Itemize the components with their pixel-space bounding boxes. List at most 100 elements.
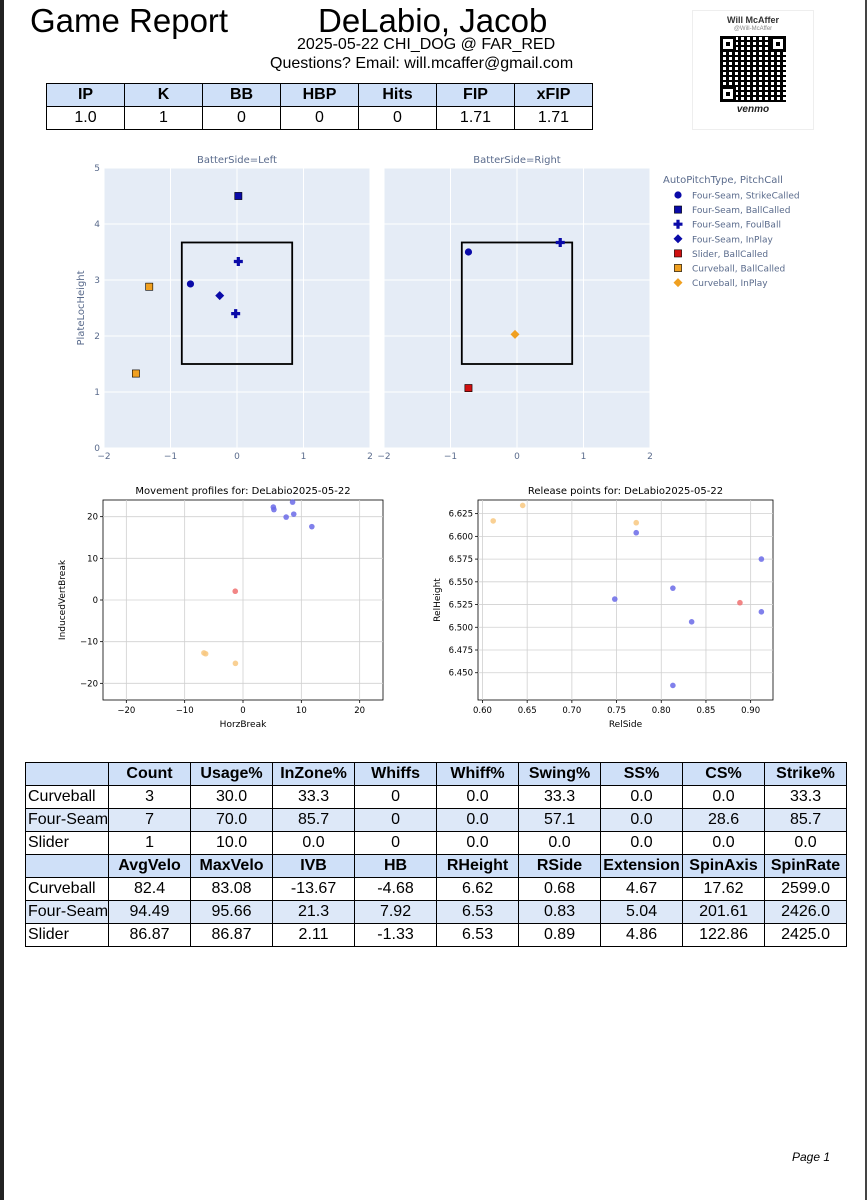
- data-point: [633, 519, 640, 526]
- x-tick-label: −10: [176, 706, 194, 716]
- movement-profile-chart: −20 −10 0 10 20 −20 −10 0 10 20 Movement profiles …: [58, 486, 384, 730]
- usage-header-row: Count Usage% InZone% Whiffs Whiff% Swing% SS% C…: [24, 762, 848, 786]
- y-tick-label: 6.625: [449, 510, 473, 520]
- legend-label: Curveball, BallCalled: [692, 265, 785, 275]
- pitch-marker: [233, 257, 243, 267]
- stat-cell: 201.61: [682, 900, 766, 924]
- summary-value-ip: 1.0: [46, 106, 125, 130]
- stat-cell: 1: [108, 831, 192, 855]
- stat-cell: SS%: [600, 762, 684, 786]
- stat-cell: 0.0: [600, 785, 684, 809]
- summary-value-bb: 0: [202, 106, 281, 130]
- summary-header-xfip: xFIP: [514, 83, 593, 107]
- x-tick-label: 0.75: [607, 706, 626, 716]
- pitch-marker: [145, 282, 154, 291]
- stat-cell: 2426.0: [764, 900, 848, 924]
- legend-label: Four-Seam, BallCalled: [692, 206, 790, 216]
- data-point: [758, 609, 765, 615]
- stat-cell: 33.3: [764, 785, 848, 809]
- stat-cell: MaxVelo: [190, 854, 274, 878]
- pitch-marker: [510, 329, 520, 339]
- stat-cell: 0.89: [518, 923, 602, 947]
- data-point: [758, 556, 765, 562]
- data-point: [519, 502, 526, 509]
- stat-cell: Whiff%: [436, 762, 520, 786]
- stat-cell: 17.62: [682, 877, 766, 901]
- x-tick-label: −20: [117, 706, 135, 716]
- stat-cell: 83.08: [190, 877, 274, 901]
- y-tick-label: 20: [87, 513, 98, 523]
- pitch-marker: [186, 280, 195, 288]
- stat-cell: RHeight: [436, 854, 520, 878]
- y-tick-label: 6.600: [449, 532, 473, 542]
- x-tick-label: 0.70: [562, 706, 581, 716]
- y-axis-label: InducedVertBreak: [58, 559, 68, 640]
- stat-cell: 2425.0: [764, 923, 848, 947]
- data-point: [611, 596, 618, 602]
- pitch-legend: AutoPitchType, PitchCall Four-Seam, Strik…: [663, 175, 800, 289]
- summary-header-hbp: HBP: [280, 83, 359, 107]
- chart-title: Release points for: DeLabio2025-05-22: [528, 486, 723, 497]
- location-chart-right: BatterSide=Right −2 −1 0 1 2: [377, 155, 653, 462]
- stat-cell: 4.67: [600, 877, 684, 901]
- stat-cell: 0.0: [600, 831, 684, 855]
- legend-label: Four-Seam, InPlay: [692, 235, 773, 245]
- usage-data-row: Curveball 3 30.0 33.3 0 0.0 33.3 0.0 0.0 33.3: [24, 785, 848, 809]
- x-tick-label: 0.80: [652, 706, 671, 716]
- legend-label: Slider, BallCalled: [692, 250, 768, 260]
- data-point: [633, 529, 640, 536]
- data-point: [202, 650, 209, 657]
- x-tick-label: 10: [296, 706, 307, 716]
- location-chart-left: BatterSide=Left −2 −1 0 1 2 0 1 2 3 4 5 PlateLocHeig…: [76, 155, 373, 462]
- release-point-chart: 0.60 0.65 0.70 0.75 0.80 0.85 0.90 6.450 6.475 6.…: [433, 486, 774, 730]
- y-tick-label: 6.575: [449, 555, 473, 565]
- y-tick-label: 5: [94, 164, 100, 174]
- stat-cell: 122.86: [682, 923, 766, 947]
- legend-symbol: [673, 219, 683, 229]
- summary-header-k: K: [124, 83, 203, 107]
- stat-cell: -1.33: [354, 923, 438, 947]
- x-tick-label: 1: [581, 452, 587, 462]
- y-tick-label: 1: [94, 388, 100, 398]
- stat-cell: 0.68: [518, 877, 602, 901]
- stat-cell: Extension: [600, 854, 684, 878]
- stat-cell: 7: [108, 808, 192, 832]
- legend-title: AutoPitchType, PitchCall: [663, 175, 783, 186]
- data-point: [232, 660, 239, 667]
- pitch-type-cell: Four-Seam: [24, 808, 110, 832]
- legend-label: Four-Seam, StrikeCalled: [692, 192, 800, 202]
- stat-cell: 0.0: [600, 808, 684, 832]
- stat-cell: 2.11: [272, 923, 356, 947]
- stat-cell: 0.0: [436, 831, 520, 855]
- stat-cell: 33.3: [518, 785, 602, 809]
- plot-frame: [477, 499, 774, 701]
- legend-symbol: [673, 278, 683, 288]
- stat-cell: 6.53: [436, 900, 520, 924]
- pitch-marker: [464, 384, 473, 392]
- strike-zone: [180, 241, 294, 365]
- stat-cell: 0.0: [682, 785, 766, 809]
- stat-cell: HB: [354, 854, 438, 878]
- metric-header-row: AvgVelo MaxVelo IVB HB RHeight RSide Extension…: [24, 854, 848, 878]
- stat-cell: Usage%: [190, 762, 274, 786]
- y-tick-label: 4: [94, 220, 100, 230]
- pitch-type-cell: Curveball: [24, 877, 110, 901]
- x-tick-label: 2: [647, 452, 653, 462]
- summary-value-k: 1: [124, 106, 203, 130]
- stat-cell: 3: [108, 785, 192, 809]
- summary-value-row: 1.0 1 0 0 0 1.71 1.71: [46, 106, 593, 130]
- y-tick-label: 0: [93, 596, 98, 606]
- y-tick-label: 6.500: [449, 623, 473, 633]
- summary-header-hits: Hits: [358, 83, 437, 107]
- x-tick-label: 0.65: [518, 706, 537, 716]
- stat-cell: 30.0: [190, 785, 274, 809]
- data-point: [309, 523, 315, 530]
- stat-cell: 0: [354, 808, 438, 832]
- stat-cell: AvgVelo: [108, 854, 192, 878]
- pitch-marker: [555, 237, 565, 247]
- stat-cell: 6.53: [436, 923, 520, 947]
- stat-cell: 28.6: [682, 808, 766, 832]
- x-tick-label: 0: [234, 452, 240, 462]
- stat-cell: 0: [354, 785, 438, 809]
- stat-cell: 57.1: [518, 808, 602, 832]
